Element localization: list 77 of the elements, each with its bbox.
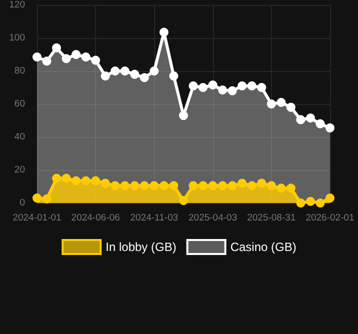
x-tick-label: 2024-06-06 xyxy=(71,212,120,224)
point xyxy=(198,83,208,92)
point xyxy=(91,56,100,65)
point xyxy=(247,181,256,190)
point xyxy=(62,54,71,64)
point xyxy=(52,43,62,52)
point xyxy=(286,102,296,112)
y-tick-label: 40 xyxy=(14,132,25,142)
point xyxy=(276,98,286,107)
y-tick-label: 60 xyxy=(14,98,25,110)
legend-label: In lobby (GB) xyxy=(106,240,176,254)
y-tick-label: 100 xyxy=(9,32,25,44)
point xyxy=(306,114,315,123)
point xyxy=(326,194,334,203)
point xyxy=(296,198,306,208)
point xyxy=(257,83,266,92)
y-tick-label: 0 xyxy=(20,198,25,208)
legend-label: Casino (GB) xyxy=(230,240,296,254)
point xyxy=(42,56,52,66)
x-tick-label: 2024-01-01 xyxy=(12,212,62,224)
x-tick-label: 2025-04-03 xyxy=(188,212,238,224)
point xyxy=(306,196,315,206)
point xyxy=(150,66,159,76)
point xyxy=(169,181,178,190)
point xyxy=(72,50,81,59)
point xyxy=(130,70,140,79)
point xyxy=(52,174,62,183)
point xyxy=(208,181,218,190)
point xyxy=(42,194,52,204)
point xyxy=(159,28,168,37)
point xyxy=(228,86,237,96)
x-tick-label: 2026-02-01 xyxy=(306,212,354,224)
point xyxy=(266,181,276,190)
point xyxy=(120,66,130,76)
point xyxy=(100,178,110,188)
point xyxy=(257,178,266,188)
x-tick-label: 2024-11-03 xyxy=(130,212,178,224)
point xyxy=(32,194,42,203)
y-tick-label: 120 xyxy=(9,0,25,10)
point xyxy=(110,66,120,76)
x-tick-label: 2025-08-31 xyxy=(247,212,296,224)
point xyxy=(218,181,228,190)
point xyxy=(296,115,306,124)
y-tick-label: 20 xyxy=(14,164,25,176)
point xyxy=(316,119,325,128)
point xyxy=(188,81,198,90)
point xyxy=(238,178,247,188)
point xyxy=(81,52,90,62)
point xyxy=(169,71,178,80)
point xyxy=(228,181,237,190)
point xyxy=(208,80,218,90)
point xyxy=(110,181,120,190)
point xyxy=(188,181,198,190)
point xyxy=(140,181,149,190)
point xyxy=(140,73,149,82)
point xyxy=(91,176,100,186)
point xyxy=(100,71,110,80)
point xyxy=(62,174,71,183)
point xyxy=(218,85,228,94)
point xyxy=(238,81,247,90)
point xyxy=(130,181,140,190)
point xyxy=(179,196,188,206)
point xyxy=(32,52,42,62)
point xyxy=(120,181,130,190)
point xyxy=(247,81,256,90)
point xyxy=(179,111,188,120)
y-tick-label: 80 xyxy=(14,66,25,76)
point xyxy=(286,184,296,193)
point xyxy=(266,100,276,108)
point xyxy=(72,176,81,186)
point xyxy=(276,184,286,193)
point xyxy=(159,181,168,190)
point xyxy=(316,198,325,208)
point xyxy=(81,176,90,186)
point xyxy=(150,181,159,190)
point xyxy=(198,181,208,190)
point xyxy=(326,123,334,132)
